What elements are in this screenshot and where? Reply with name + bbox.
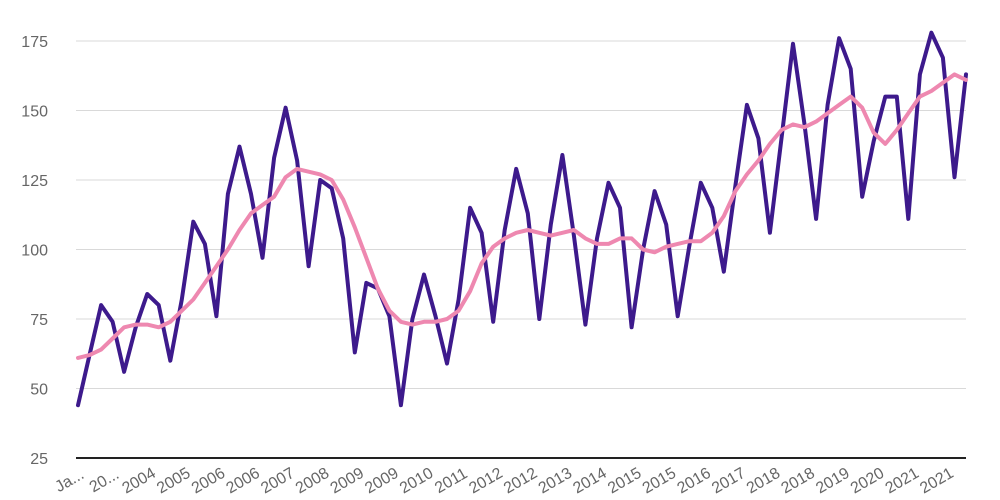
series-line-primary — [76, 30, 968, 408]
y-tick-label: 175 — [21, 34, 48, 51]
series-line-trend — [76, 72, 968, 360]
y-tick-label: 125 — [21, 173, 48, 190]
y-tick-label: 150 — [21, 104, 48, 121]
x-tick-label: Ja... — [52, 466, 87, 496]
x-tick-label: 2015 — [605, 465, 644, 498]
x-tick-label: 2007 — [258, 465, 297, 498]
x-tick-label: 2012 — [466, 465, 505, 498]
y-tick-label: 75 — [30, 312, 48, 329]
x-tick-label: 2009 — [328, 465, 367, 498]
x-tick-label: 2021 — [883, 465, 922, 498]
series-lines — [76, 30, 968, 408]
x-tick-label: 2018 — [744, 465, 783, 498]
x-tick-label: 2016 — [674, 465, 713, 498]
x-tick-label: 2018 — [779, 465, 818, 498]
x-tick-label: 2011 — [432, 465, 470, 497]
x-tick-label: 2009 — [362, 465, 401, 498]
x-tick-label: 2006 — [189, 465, 228, 498]
y-tick-label: 100 — [21, 243, 48, 260]
y-tick-label: 25 — [30, 451, 48, 468]
x-tick-label: 2014 — [570, 465, 609, 498]
x-tick-label: 2012 — [501, 465, 540, 498]
x-tick-label: 2015 — [640, 465, 679, 498]
x-axis-ticks: Ja... 20...200420052006200620072008200920… — [52, 465, 956, 498]
gridlines — [76, 40, 966, 389]
x-tick-label: 2019 — [813, 465, 852, 498]
x-tick-label: 2006 — [224, 465, 263, 498]
x-tick-label: 2010 — [397, 465, 436, 498]
x-tick-label: 2005 — [154, 465, 193, 498]
x-tick-label: 2017 — [709, 465, 748, 498]
x-tick-label: 20... — [87, 466, 122, 496]
y-tick-label: 50 — [30, 382, 48, 399]
y-axis-ticks: 25 50 75 100 125 150 175 — [21, 34, 48, 468]
x-tick-label: 2020 — [848, 465, 887, 498]
x-tick-label: 2013 — [536, 465, 575, 498]
x-tick-label: 2004 — [119, 465, 158, 498]
x-tick-label: 2021 — [917, 465, 956, 498]
x-tick-label: 2008 — [293, 465, 332, 498]
